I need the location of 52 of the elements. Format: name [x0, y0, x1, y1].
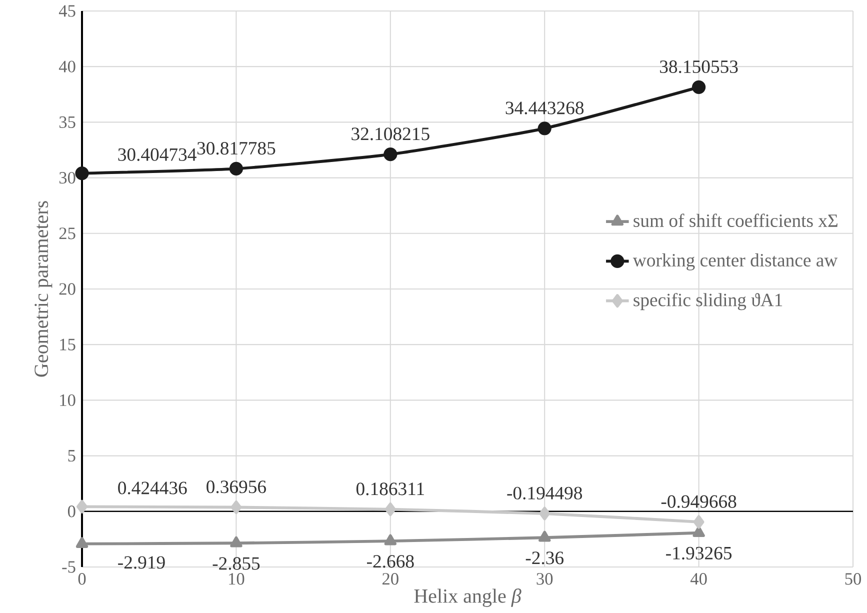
legend-label: specific sliding ϑA1	[634, 292, 782, 310]
point	[75, 166, 89, 180]
point	[76, 500, 88, 514]
data-label: 32.108215	[352, 128, 430, 140]
point	[693, 515, 704, 529]
y-tick-label: 35	[59, 116, 76, 128]
x-tick-label: 20	[382, 573, 398, 585]
data-label: 0.186311	[356, 482, 424, 496]
point	[229, 162, 244, 176]
y-tick-label: 30	[59, 172, 76, 184]
data-label: 30.404734	[118, 148, 196, 161]
point	[538, 530, 551, 542]
x-tick-label: 30	[536, 573, 553, 585]
point	[384, 148, 398, 162]
y-axis-title: Geometric parameters	[34, 201, 52, 377]
y-tick-label: 5	[68, 450, 76, 462]
y-tick-label: 15	[60, 338, 76, 350]
y-tick-label: 20	[59, 283, 76, 295]
point	[384, 502, 396, 516]
data-label: 30.817785	[197, 142, 276, 155]
y-tick-label: 45	[58, 5, 76, 17]
data-label: -2.855	[212, 557, 260, 570]
point	[230, 536, 242, 548]
data-label: -2.668	[366, 555, 414, 568]
legend-label: working center distance aw	[632, 253, 838, 270]
y-tick-label: 40	[58, 60, 76, 72]
point	[539, 506, 550, 520]
x-tick-label: 10	[229, 573, 244, 585]
data-label: -0.194498	[507, 486, 582, 500]
point	[538, 122, 552, 136]
data-label: -2.36	[526, 552, 564, 564]
data-label: -1.93265	[666, 546, 732, 560]
point	[76, 537, 88, 548]
data-label: 0.36956	[206, 480, 266, 494]
x-tick-label: 40	[690, 573, 707, 585]
point	[384, 534, 396, 546]
legend-label: sum of shift coefficients xΣ	[634, 214, 838, 227]
y-tick-label: 25	[59, 228, 76, 240]
data-label: 0.424436	[118, 482, 187, 494]
x-tick-label: 0	[78, 573, 86, 585]
point	[692, 526, 705, 538]
point	[692, 80, 706, 94]
y-tick-label: 0	[68, 506, 76, 518]
data-label: -0.949668	[661, 495, 736, 508]
point	[230, 500, 242, 514]
x-axis-title: Helix angle β	[414, 588, 522, 607]
x-tick-label: 50	[845, 573, 862, 585]
y-tick-label: -5	[62, 561, 76, 573]
data-label: 38.150553	[660, 60, 738, 74]
y-tick-label: 10	[60, 394, 76, 406]
data-label: 34.443268	[506, 102, 584, 114]
data-label: -2.919	[118, 556, 165, 569]
